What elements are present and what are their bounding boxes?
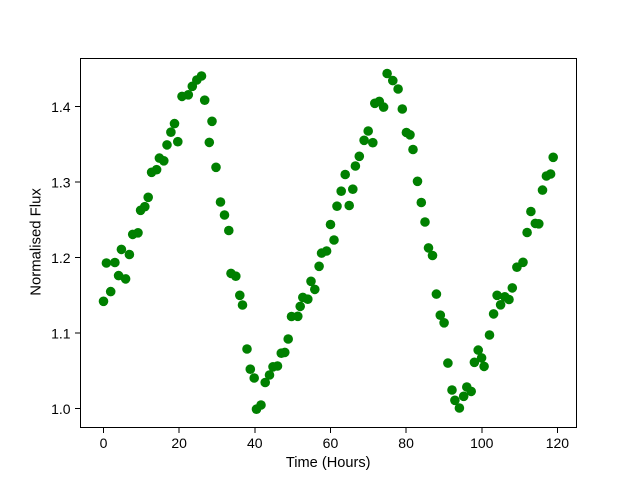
svg-text:80: 80 <box>398 435 414 451</box>
svg-text:40: 40 <box>247 435 263 451</box>
svg-text:1.0: 1.0 <box>51 401 71 417</box>
svg-text:120: 120 <box>546 435 570 451</box>
svg-text:1.4: 1.4 <box>51 99 71 115</box>
svg-text:20: 20 <box>171 435 187 451</box>
svg-text:1.3: 1.3 <box>51 174 71 190</box>
svg-text:100: 100 <box>470 435 494 451</box>
svg-text:1.1: 1.1 <box>51 325 71 341</box>
svg-text:60: 60 <box>323 435 339 451</box>
svg-text:Time (Hours): Time (Hours) <box>286 455 371 471</box>
svg-text:0: 0 <box>100 435 108 451</box>
svg-text:1.2: 1.2 <box>51 250 71 266</box>
svg-text:Normalised Flux: Normalised Flux <box>28 188 44 296</box>
